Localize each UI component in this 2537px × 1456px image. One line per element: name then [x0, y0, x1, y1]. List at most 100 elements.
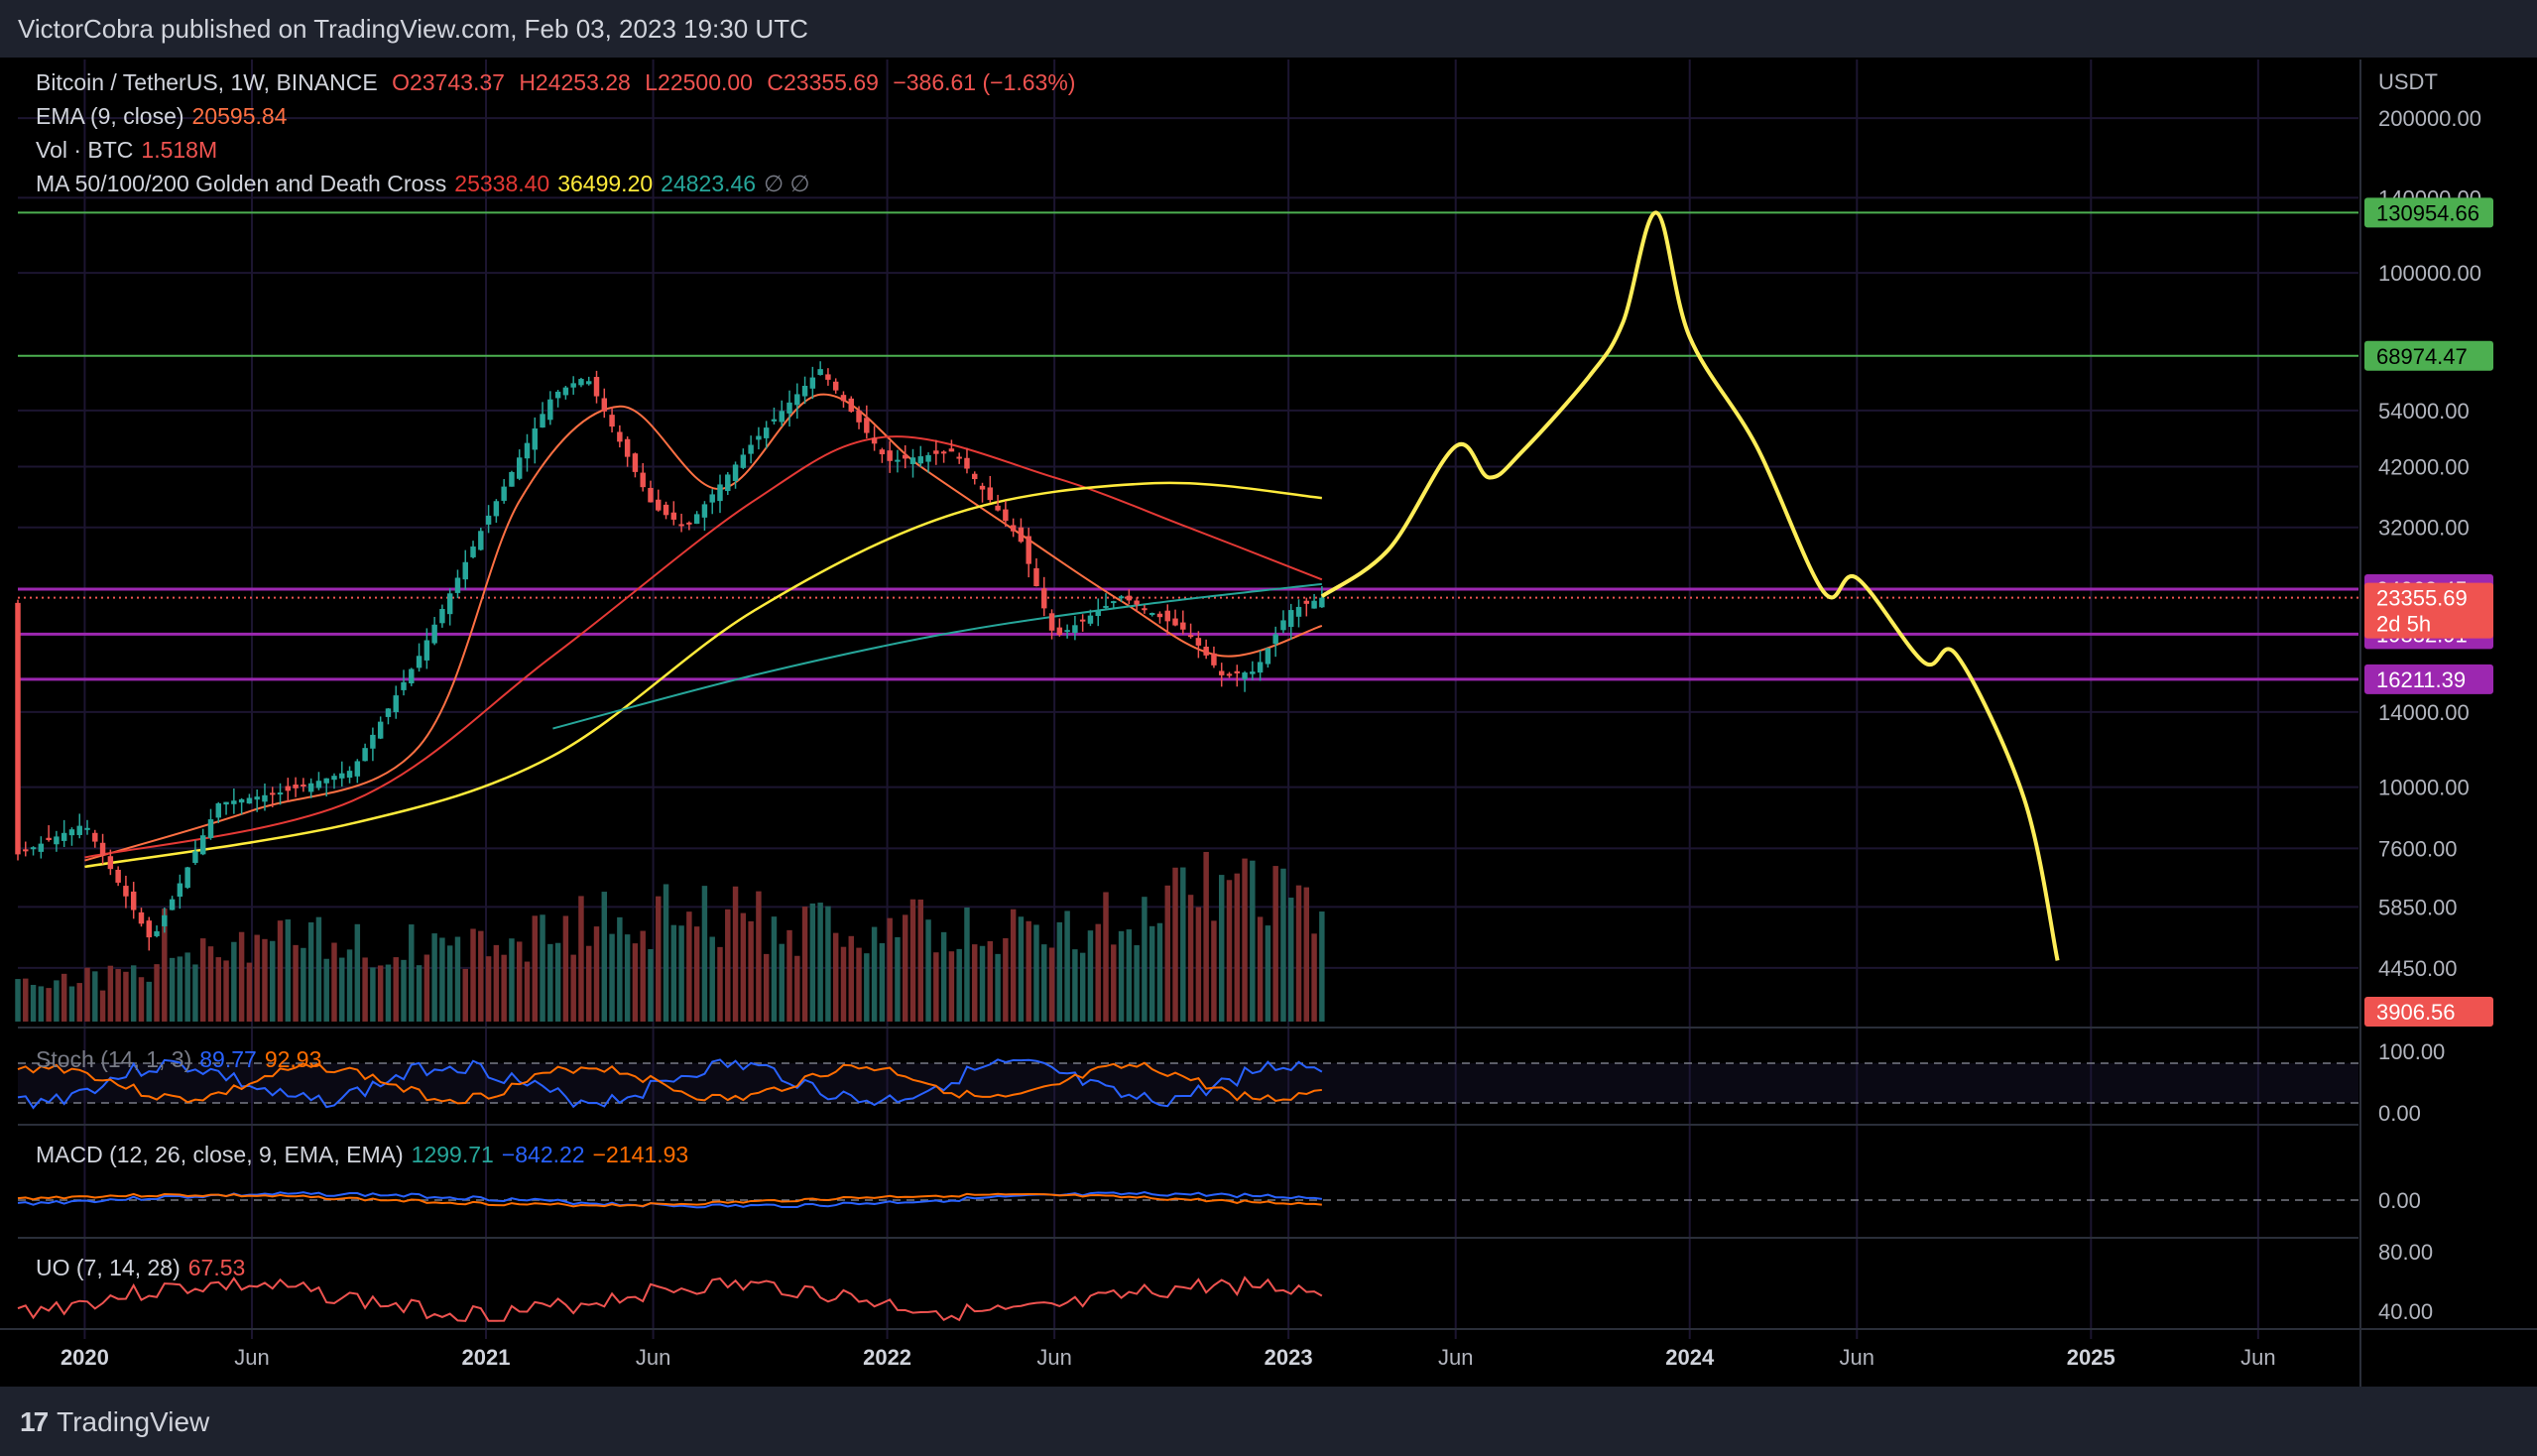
- volume-bar: [254, 934, 260, 1022]
- candle-body: [956, 456, 962, 459]
- volume-bar: [493, 944, 500, 1022]
- pane-tick: 0.00: [2378, 1188, 2421, 1213]
- candle-body: [60, 832, 67, 841]
- candle-body: [285, 786, 292, 791]
- candle-body: [215, 802, 222, 818]
- legend-ma: MA 50/100/200 Golden and Death Cross 2533…: [36, 171, 810, 196]
- candle-body: [1187, 635, 1194, 638]
- volume-bar: [115, 969, 121, 1022]
- volume-bar: [107, 965, 114, 1022]
- candle-body: [601, 398, 608, 412]
- price-tick: 10000.00: [2378, 776, 2470, 800]
- candle-body: [1280, 620, 1286, 631]
- volume-bar: [385, 964, 392, 1022]
- level-tag-4: 16211.39: [2376, 667, 2466, 692]
- volume-bar: [470, 928, 476, 1022]
- volume-bar: [1311, 933, 1317, 1022]
- price-tick: 42000.00: [2378, 454, 2470, 479]
- candle-body: [964, 457, 970, 469]
- macd-signal-line: [17, 1192, 1322, 1208]
- candle-body: [663, 504, 669, 516]
- volume-bar: [1072, 949, 1078, 1022]
- volume-bar: [123, 971, 129, 1022]
- candle-body: [817, 369, 823, 376]
- volume-bar: [478, 930, 484, 1022]
- volume-bar: [207, 946, 214, 1022]
- volume-bar: [1257, 916, 1264, 1022]
- candle-body: [909, 457, 916, 464]
- volume-bar: [987, 940, 994, 1022]
- volume-bar: [362, 957, 368, 1022]
- volume-bar: [346, 949, 353, 1022]
- candle-body: [38, 843, 45, 852]
- candle-body: [1142, 608, 1148, 611]
- volume-bar: [1010, 909, 1017, 1022]
- volume-bar: [1056, 921, 1063, 1022]
- candle-body: [377, 721, 384, 739]
- volume-bar: [1156, 922, 1163, 1022]
- price-tick: 7600.00: [2378, 836, 2458, 861]
- horizontal-levels: [18, 211, 2358, 681]
- volume-bar: [1111, 944, 1117, 1022]
- candle-body: [23, 849, 29, 852]
- time-tick: Jun: [1840, 1345, 1874, 1370]
- candle-body: [670, 512, 677, 520]
- candle-body: [307, 783, 314, 792]
- volume-bar: [15, 979, 21, 1022]
- volume-bar: [709, 936, 715, 1022]
- candle-body: [1010, 525, 1017, 532]
- candle-body: [925, 454, 931, 462]
- volume-bar: [339, 957, 345, 1022]
- candle-body: [277, 792, 284, 795]
- volume-bar: [1172, 867, 1178, 1022]
- volume-bar: [446, 945, 453, 1022]
- current-tag-bg: [2364, 582, 2493, 639]
- tradingview-logo[interactable]: 17 TradingView: [20, 1406, 209, 1438]
- candle-body: [1234, 670, 1240, 673]
- candle-body: [1103, 605, 1109, 608]
- volume-bar: [323, 958, 329, 1022]
- volume-bar: [663, 884, 669, 1022]
- volume-bar: [1319, 911, 1325, 1022]
- candle-body: [238, 798, 245, 803]
- top-bar: [0, 0, 2537, 58]
- candle-body: [1003, 509, 1009, 522]
- volume-bar: [439, 937, 445, 1022]
- candle-body: [323, 778, 329, 784]
- volume-bar: [1242, 858, 1248, 1022]
- volume-bar: [771, 916, 778, 1022]
- volume-bars: [15, 851, 1325, 1022]
- volume-bar: [933, 952, 939, 1022]
- candle-body: [401, 681, 407, 690]
- candle-body: [972, 473, 978, 480]
- volume-bar: [817, 903, 823, 1022]
- candle-body: [146, 920, 152, 938]
- volume-bar: [1295, 885, 1302, 1022]
- volume-bar: [748, 920, 754, 1022]
- volume-bar: [1211, 920, 1217, 1022]
- candle-body: [1148, 612, 1155, 615]
- volume-bar: [509, 938, 515, 1022]
- legend-stoch: Stoch (14, 1, 3) 89.77 92.93: [36, 1046, 322, 1072]
- candle-body: [709, 494, 715, 503]
- candle-body: [84, 827, 90, 830]
- candle-body: [1265, 648, 1271, 665]
- volume-bar: [38, 986, 45, 1022]
- volume-bar: [825, 906, 831, 1022]
- volume-bar: [130, 965, 137, 1022]
- candle-body: [578, 379, 584, 386]
- candle-body: [756, 435, 762, 440]
- volume-bar: [593, 926, 600, 1022]
- candle-body: [76, 825, 82, 835]
- volume-bar: [554, 942, 561, 1022]
- candle-body: [1311, 600, 1317, 609]
- candle-body: [903, 454, 908, 459]
- volume-bar: [60, 973, 67, 1022]
- volume-bar: [879, 942, 886, 1022]
- volume-bar: [409, 924, 415, 1022]
- volume-bar: [725, 909, 731, 1022]
- volume-bar: [331, 942, 337, 1022]
- volume-bar: [848, 935, 854, 1022]
- candle-body: [293, 785, 299, 789]
- chart-svg[interactable]: USDT200000.00140000.00100000.0054000.004…: [0, 58, 2537, 1387]
